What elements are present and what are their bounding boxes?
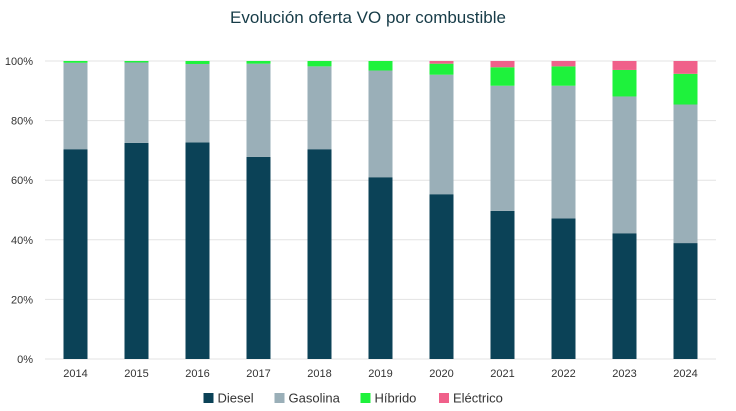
bar-segment-diesel xyxy=(368,177,393,359)
bar-segment-eléctrico xyxy=(429,61,454,64)
y-tick-label: 0% xyxy=(17,354,33,366)
x-tick-label: 2023 xyxy=(612,368,636,380)
bar-segment-híbrido xyxy=(673,73,698,105)
x-tick-label: 2021 xyxy=(490,368,514,380)
legend-swatch xyxy=(203,393,214,403)
bar-segment-eléctrico xyxy=(612,61,637,70)
bar-segment-diesel xyxy=(124,142,149,359)
bar-segment-eléctrico xyxy=(673,61,698,74)
bar-segment-híbrido xyxy=(185,61,210,64)
bar-segment-eléctrico xyxy=(490,61,515,68)
x-tick-label: 2019 xyxy=(368,368,392,380)
chart-title: Evolución oferta VO por combustible xyxy=(230,8,506,27)
bar-segment-híbrido xyxy=(368,61,393,71)
bar-segment-diesel xyxy=(551,218,576,359)
bar-segment-híbrido xyxy=(307,61,332,67)
bar-segment-gasolina xyxy=(612,96,637,234)
x-tick-label: 2024 xyxy=(673,368,697,380)
bar-segment-diesel xyxy=(612,233,637,359)
x-tick-label: 2017 xyxy=(246,368,270,380)
bar-segment-eléctrico xyxy=(551,61,576,67)
bar-segment-híbrido xyxy=(612,69,637,97)
legend-label: Gasolina xyxy=(289,391,341,406)
bar-segment-diesel xyxy=(429,194,454,359)
bar-segment-gasolina xyxy=(673,104,698,244)
legend-label: Diesel xyxy=(218,391,254,406)
bar-segment-gasolina xyxy=(246,63,271,157)
legend-label: Eléctrico xyxy=(453,391,503,406)
bar-segment-gasolina xyxy=(551,85,576,219)
bar-segment-diesel xyxy=(63,149,88,359)
bar-segment-gasolina xyxy=(368,70,393,178)
y-tick-label: 80% xyxy=(11,116,33,128)
x-tick-label: 2020 xyxy=(429,368,453,380)
bar-segment-gasolina xyxy=(490,85,515,211)
bar-segment-gasolina xyxy=(429,74,454,195)
bar-segment-híbrido xyxy=(551,66,576,86)
legend-swatch xyxy=(439,393,449,403)
bar-segment-gasolina xyxy=(307,66,332,150)
bar-segment-híbrido xyxy=(429,63,454,75)
x-tick-label: 2016 xyxy=(185,368,209,380)
y-tick-label: 40% xyxy=(11,235,33,247)
legend-swatch xyxy=(360,393,371,403)
bar-segment-híbrido xyxy=(124,61,149,63)
bar-segment-híbrido xyxy=(63,61,88,63)
bar-segment-gasolina xyxy=(63,62,88,150)
x-tick-label: 2022 xyxy=(551,368,575,380)
bar-segment-diesel xyxy=(673,243,698,359)
bar-segment-gasolina xyxy=(185,63,210,143)
bar-segment-diesel xyxy=(490,210,515,359)
y-tick-label: 100% xyxy=(5,56,33,68)
bar-segment-diesel xyxy=(246,156,271,359)
x-tick-label: 2018 xyxy=(307,368,331,380)
x-tick-label: 2015 xyxy=(124,368,148,380)
bar-segment-diesel xyxy=(185,142,210,359)
bar-segment-híbrido xyxy=(490,67,515,86)
legend-swatch xyxy=(274,393,285,403)
y-tick-label: 20% xyxy=(11,294,33,306)
bar-segment-diesel xyxy=(307,149,332,359)
x-tick-label: 2014 xyxy=(63,368,87,380)
bar-segment-híbrido xyxy=(246,61,271,64)
y-tick-label: 60% xyxy=(11,175,33,187)
bar-segment-gasolina xyxy=(124,62,149,143)
legend-label: Híbrido xyxy=(375,391,417,406)
